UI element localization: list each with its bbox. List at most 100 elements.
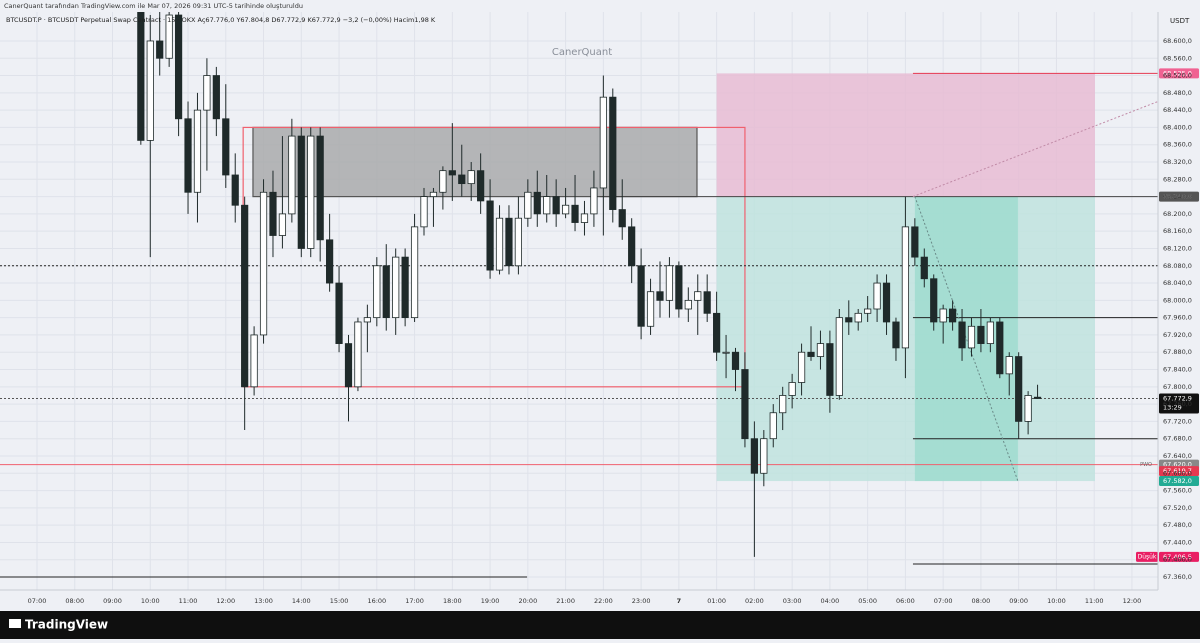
- y-tick-label: 68.000,0: [1163, 296, 1192, 304]
- candle-body: [231, 174, 239, 206]
- candle-body: [1024, 395, 1032, 422]
- watermark: CanerQuant: [552, 47, 612, 58]
- x-tick-label: 11:00: [1085, 597, 1104, 605]
- candle-body: [458, 174, 466, 185]
- candle-body: [514, 217, 523, 267]
- candle-body: [769, 412, 777, 440]
- candle-body: [958, 321, 966, 349]
- x-tick-label: 05:00: [858, 597, 877, 605]
- candle-body: [826, 343, 834, 396]
- x-tick-label: 03:00: [783, 597, 802, 605]
- price-label: 67.620,0: [1163, 461, 1192, 469]
- candle-body: [930, 278, 938, 323]
- candle-body: [184, 118, 192, 193]
- x-tick-label: 07:00: [28, 597, 47, 605]
- candle-body: [835, 317, 843, 396]
- price-label: 67.772,9: [1163, 395, 1192, 403]
- candle-body: [580, 213, 589, 223]
- candle-body: [156, 40, 164, 59]
- candle-body: [741, 369, 749, 440]
- candle-body: [222, 118, 230, 176]
- y-tick-label: 68.600,0: [1163, 37, 1192, 45]
- y-tick-label: 68.160,0: [1163, 227, 1192, 235]
- candle-body: [297, 135, 305, 249]
- candle-body: [864, 308, 872, 314]
- price-label-box: [1159, 393, 1199, 414]
- candle-body: [1033, 396, 1042, 399]
- candle-body: [363, 317, 371, 323]
- zone: [716, 73, 1095, 197]
- candle-body: [524, 191, 532, 219]
- footer-logo: [9, 619, 21, 628]
- price-label-box: [1159, 476, 1199, 487]
- x-tick-label: 22:00: [594, 597, 613, 605]
- candle-body: [731, 351, 740, 370]
- candle-body: [165, 14, 173, 59]
- candle-body: [307, 135, 315, 249]
- x-tick-label: 15:00: [330, 597, 349, 605]
- y-tick-label: 68.360,0: [1163, 141, 1192, 149]
- candle-body: [382, 265, 390, 319]
- x-tick-label: 16:00: [367, 597, 386, 605]
- price-tag-box: [1136, 551, 1158, 562]
- candle-body: [533, 191, 541, 215]
- x-tick-label: 08:00: [65, 597, 84, 605]
- candle-body: [949, 308, 957, 323]
- candle-body: [722, 351, 730, 354]
- y-tick-label: 67.360,0: [1163, 573, 1192, 581]
- candle-body: [278, 213, 287, 236]
- y-tick-label: 67.600,0: [1163, 469, 1192, 477]
- header-text: CanerQuant tarafından TradingView.com il…: [4, 2, 303, 10]
- y-tick-label: 67.680,0: [1163, 435, 1192, 443]
- candle-body: [401, 256, 409, 319]
- y-tick-label: 68.040,0: [1163, 279, 1192, 287]
- candle-body: [477, 170, 485, 202]
- x-tick-label: 10:00: [1047, 597, 1066, 605]
- candle-body: [495, 217, 504, 271]
- candle-body: [703, 291, 711, 314]
- candle-body: [561, 204, 570, 215]
- x-tick-label: 12:00: [216, 597, 235, 605]
- y-tick-label: 67.400,0: [1163, 556, 1192, 564]
- trend-line: [914, 196, 1019, 482]
- candle-body: [259, 191, 268, 336]
- candle-body: [203, 75, 211, 111]
- candle-body: [609, 96, 617, 210]
- candle-body: [543, 196, 551, 215]
- price-tag: PWO: [1140, 462, 1152, 468]
- candle-body: [146, 40, 154, 141]
- y-tick-label: 67.880,0: [1163, 348, 1192, 356]
- currency: USDT: [1170, 17, 1190, 25]
- y-tick-label: 67.760,0: [1163, 400, 1192, 408]
- candle-body: [665, 265, 674, 301]
- candle-body: [684, 299, 692, 310]
- candle-body: [410, 226, 419, 319]
- candle-body: [854, 312, 862, 323]
- x-tick-label: 18:00: [443, 597, 462, 605]
- x-tick-label: 7: [677, 597, 682, 605]
- y-tick-label: 67.560,0: [1163, 487, 1192, 495]
- x-tick-label: 14:00: [292, 597, 311, 605]
- candle-body: [788, 382, 796, 396]
- candle-body: [590, 187, 598, 215]
- price-label: 68.525,0: [1163, 69, 1192, 77]
- x-tick-label: 07:00: [934, 597, 953, 605]
- x-tick-label: 17:00: [405, 597, 424, 605]
- y-tick-label: 68.400,0: [1163, 123, 1192, 131]
- candle-body: [873, 282, 881, 310]
- y-tick-label: 68.320,0: [1163, 158, 1192, 166]
- x-tick-label: 09:00: [103, 597, 122, 605]
- candle-body: [250, 334, 258, 388]
- candle-body: [335, 282, 343, 344]
- candle-body: [779, 395, 787, 414]
- x-tick-label: 11:00: [179, 597, 198, 605]
- candle-body: [599, 96, 607, 189]
- price-label: 67.406,5: [1163, 553, 1192, 561]
- x-tick-label: 19:00: [481, 597, 500, 605]
- price-label-box: [1159, 551, 1199, 562]
- y-tick-label: 67.840,0: [1163, 366, 1192, 374]
- candle-body: [467, 170, 475, 185]
- x-tick-label: 20:00: [518, 597, 537, 605]
- y-tick-label: 68.440,0: [1163, 106, 1192, 114]
- candle-body: [552, 196, 560, 215]
